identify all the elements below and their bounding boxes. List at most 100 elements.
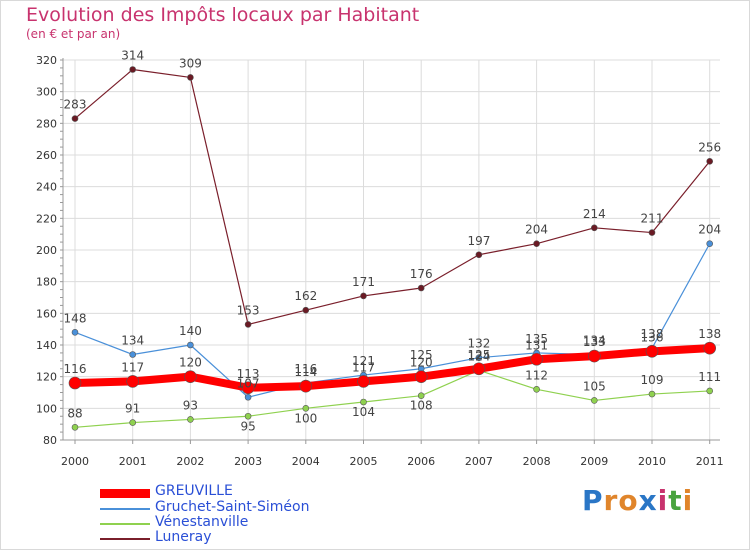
x-tick-label: 2005 bbox=[350, 455, 378, 468]
data-point-venestanville bbox=[648, 390, 656, 398]
data-label-luneray: 204 bbox=[525, 223, 548, 237]
data-point-venestanville bbox=[129, 419, 136, 426]
data-point-gruchet-saint-simeon bbox=[706, 240, 714, 247]
data-point-luneray bbox=[648, 229, 656, 236]
data-label-gruchet-saint-simeon: 125 bbox=[410, 348, 433, 362]
legend-swatch-greuville bbox=[100, 488, 150, 498]
chart-title: Evolution des Impôts locaux par Habitant bbox=[26, 4, 420, 26]
data-label-venestanville: 91 bbox=[125, 402, 140, 416]
data-point-luneray bbox=[244, 321, 252, 328]
data-label-luneray: 162 bbox=[294, 289, 317, 303]
legend-label-venestanville: Vénestanville bbox=[155, 514, 249, 530]
data-point-luneray bbox=[302, 306, 310, 314]
y-tick-label: 240 bbox=[36, 181, 57, 194]
data-label-venestanville: 108 bbox=[410, 399, 433, 413]
x-tick-label: 2008 bbox=[523, 455, 551, 468]
data-label-greuville: 116 bbox=[64, 362, 87, 376]
chart-subtitle: (en € et par an) bbox=[26, 27, 121, 41]
data-point-venestanville bbox=[590, 397, 598, 404]
data-point-greuville bbox=[184, 370, 197, 383]
data-label-venestanville: 112 bbox=[525, 368, 548, 382]
y-tick-label: 100 bbox=[36, 402, 57, 415]
data-point-venestanville bbox=[302, 405, 310, 412]
data-label-gruchet-saint-simeon: 134 bbox=[121, 334, 144, 348]
data-point-luneray bbox=[475, 251, 483, 259]
data-point-luneray bbox=[417, 284, 425, 292]
data-point-luneray bbox=[360, 292, 367, 300]
data-point-venestanville bbox=[71, 424, 79, 431]
data-point-greuville bbox=[587, 349, 601, 363]
x-tick-label: 2004 bbox=[292, 455, 320, 468]
data-label-gruchet-saint-simeon: 116 bbox=[294, 362, 317, 376]
data-label-luneray: 256 bbox=[698, 140, 721, 154]
data-label-venestanville: 105 bbox=[583, 379, 606, 393]
data-label-luneray: 214 bbox=[583, 207, 606, 221]
legend-label-gruchet-saint-simeon: Gruchet-Saint-Siméon bbox=[155, 499, 310, 515]
axes: 80 100 120 140 160 180 200 220 240 260 280 300 320 20… bbox=[36, 54, 724, 468]
data-point-greuville bbox=[357, 375, 370, 388]
data-label-luneray: 153 bbox=[237, 303, 260, 317]
data-label-luneray: 283 bbox=[64, 98, 87, 112]
logo-letter: o bbox=[618, 484, 639, 517]
x-tick-label: 2001 bbox=[119, 455, 147, 468]
series-lines bbox=[68, 66, 717, 431]
series-line-venestanville bbox=[74, 369, 711, 428]
data-point-luneray bbox=[71, 115, 79, 122]
series-line-greuville bbox=[71, 344, 714, 392]
data-label-greuville: 120 bbox=[179, 356, 202, 370]
y-tick-label: 200 bbox=[36, 244, 57, 257]
data-label-luneray: 197 bbox=[467, 234, 490, 248]
data-label-gruchet-saint-simeon: 148 bbox=[64, 311, 87, 325]
y-tick-label: 160 bbox=[36, 307, 57, 320]
data-label-greuville: 133 bbox=[583, 335, 606, 349]
data-label-greuville: 113 bbox=[237, 367, 260, 381]
data-label-luneray: 309 bbox=[179, 56, 202, 70]
logo-letter: i bbox=[682, 484, 694, 517]
y-tick-label: 280 bbox=[36, 117, 57, 130]
data-label-venestanville: 95 bbox=[240, 419, 255, 433]
data-label-greuville: 131 bbox=[525, 338, 548, 352]
series-line-gruchet-saint-simeon bbox=[74, 243, 711, 398]
data-point-luneray bbox=[706, 158, 714, 165]
data-label-greuville: 138 bbox=[698, 327, 721, 341]
logo-letter: i bbox=[657, 484, 669, 517]
data-label-venestanville: 100 bbox=[294, 411, 317, 425]
data-label-luneray: 211 bbox=[641, 212, 664, 226]
data-point-greuville bbox=[241, 381, 255, 395]
data-label-venestanville: 93 bbox=[183, 398, 198, 412]
data-label-greuville: 117 bbox=[121, 360, 144, 374]
y-tick-label: 220 bbox=[36, 212, 57, 225]
legend-swatch-gruchet-saint-simeon bbox=[100, 507, 150, 510]
data-label-greuville: 136 bbox=[641, 330, 664, 344]
y-tick-label: 180 bbox=[36, 276, 57, 289]
data-point-greuville bbox=[126, 375, 139, 388]
data-label-greuville: 125 bbox=[467, 348, 490, 362]
data-point-venestanville bbox=[417, 392, 425, 399]
data-point-greuville bbox=[703, 341, 717, 355]
data-label-venestanville: 111 bbox=[698, 370, 721, 384]
data-label-venestanville: 124 bbox=[467, 349, 490, 363]
data-label-luneray: 314 bbox=[121, 49, 144, 63]
legend-label-luneray: Luneray bbox=[155, 529, 212, 545]
x-tick-label: 2006 bbox=[407, 455, 435, 468]
data-label-gruchet-saint-simeon: 135 bbox=[525, 332, 548, 346]
x-tick-label: 2011 bbox=[696, 455, 724, 468]
data-label-greuville: 117 bbox=[352, 360, 375, 374]
y-tick-label: 260 bbox=[36, 149, 57, 162]
x-tick-label: 2009 bbox=[580, 455, 608, 468]
data-point-luneray bbox=[187, 74, 194, 81]
data-point-greuville bbox=[68, 376, 82, 390]
legend-swatch-luneray bbox=[100, 537, 150, 540]
legend-swatch-venestanville bbox=[100, 522, 150, 525]
data-label-greuville: 114 bbox=[294, 365, 317, 379]
y-tick-label: 120 bbox=[36, 371, 57, 384]
x-tick-label: 2003 bbox=[234, 455, 262, 468]
data-label-gruchet-saint-simeon: 121 bbox=[352, 354, 375, 368]
data-point-luneray bbox=[533, 240, 540, 247]
logo-letter: r bbox=[603, 484, 619, 517]
data-label-gruchet-saint-simeon: 204 bbox=[698, 223, 721, 237]
data-label-luneray: 171 bbox=[352, 275, 375, 289]
y-tick-label: 300 bbox=[36, 86, 57, 99]
y-tick-label: 80 bbox=[43, 434, 57, 447]
